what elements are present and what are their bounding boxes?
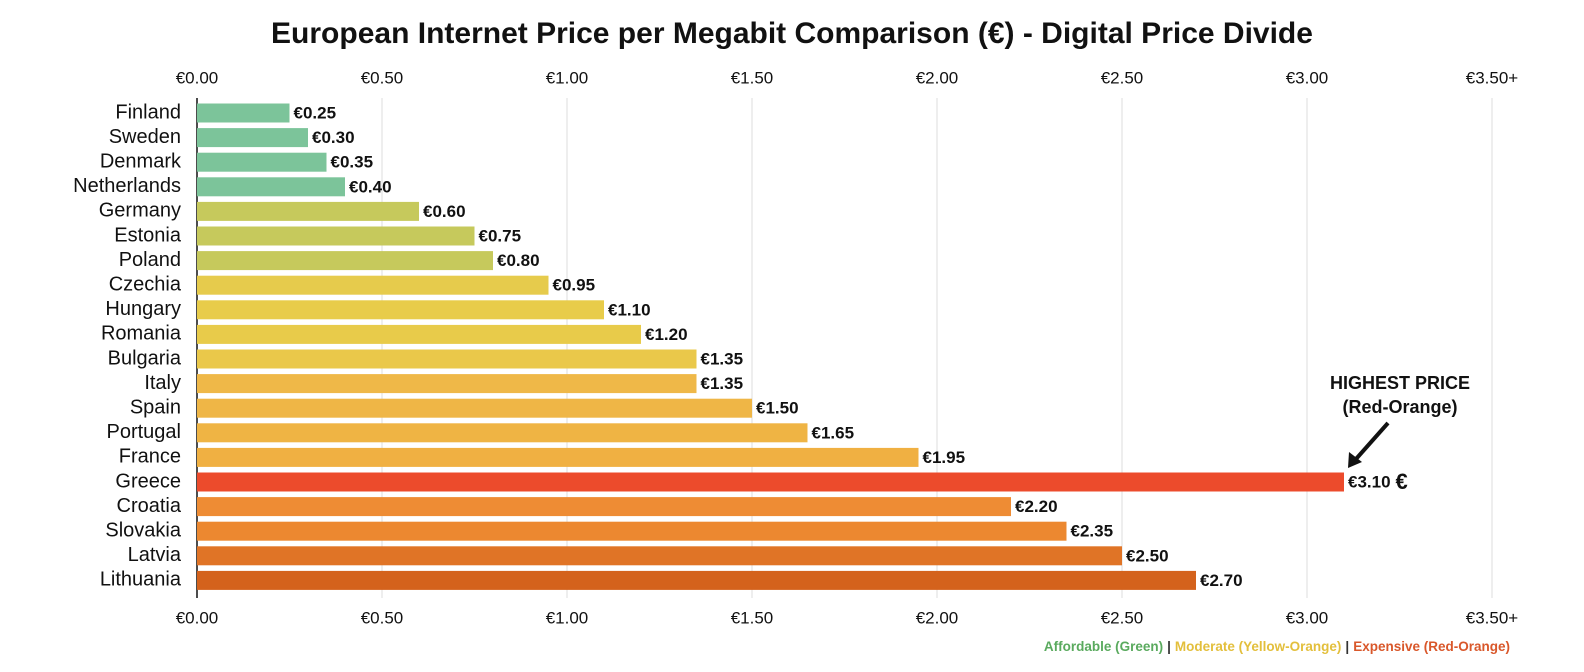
bar xyxy=(197,374,697,394)
y-tick-label: Bulgaria xyxy=(108,347,182,369)
bar xyxy=(197,497,1011,517)
value-label: €1.10 xyxy=(608,300,651,319)
legend-item: Moderate (Yellow-Orange) xyxy=(1175,639,1342,654)
bar xyxy=(197,423,808,443)
x-tick-label-bottom: €0.00 xyxy=(176,608,219,627)
x-tick-label-top: €3.00 xyxy=(1286,68,1329,87)
legend-separator: | xyxy=(1167,639,1171,654)
value-label: €1.65 xyxy=(812,423,855,442)
x-tick-label-top: €2.50 xyxy=(1101,68,1144,87)
legend: Affordable (Green) | Moderate (Yellow-Oran… xyxy=(1044,639,1510,654)
y-tick-label: Italy xyxy=(144,372,181,394)
bar xyxy=(197,349,697,369)
y-tick-label: Portugal xyxy=(107,421,182,443)
bar xyxy=(197,324,641,344)
x-tick-label-bottom: €1.50 xyxy=(731,608,774,627)
y-tick-label: Estonia xyxy=(114,224,182,246)
x-tick-label-top: €0.00 xyxy=(176,68,219,87)
value-label: €0.40 xyxy=(349,177,392,196)
x-tick-label-bottom: €0.50 xyxy=(361,608,404,627)
y-tick-label: Hungary xyxy=(105,298,181,320)
value-label: €1.50 xyxy=(756,399,799,418)
value-label: €1.95 xyxy=(923,448,966,467)
value-label: €0.80 xyxy=(497,251,540,270)
bar xyxy=(197,251,493,271)
value-label: €2.35 xyxy=(1071,522,1114,541)
y-tick-label: Czechia xyxy=(109,273,182,295)
value-label: €2.70 xyxy=(1200,571,1243,590)
value-label: €0.35 xyxy=(331,153,374,172)
y-tick-label: Sweden xyxy=(109,126,181,148)
y-tick-label: Croatia xyxy=(117,495,182,517)
y-tick-label: Netherlands xyxy=(73,175,181,197)
bar xyxy=(197,570,1196,590)
bar xyxy=(197,152,327,172)
y-tick-label: Poland xyxy=(119,249,181,271)
annotation-text: (Red-Orange) xyxy=(1342,397,1457,417)
value-label: €3.10 xyxy=(1348,472,1391,491)
annotation-arrowhead xyxy=(1348,452,1362,468)
bar xyxy=(197,103,290,123)
x-tick-label-top: €1.50 xyxy=(731,68,774,87)
legend-item: Expensive (Red-Orange) xyxy=(1353,639,1510,654)
value-label: €1.35 xyxy=(701,374,744,393)
y-tick-label: Spain xyxy=(130,396,181,418)
y-tick-label: Lithuania xyxy=(100,569,182,591)
y-tick-label: Latvia xyxy=(128,544,182,566)
bar xyxy=(197,226,475,246)
x-tick-label-top: €1.00 xyxy=(546,68,589,87)
annotation-text: HIGHEST PRICE xyxy=(1330,373,1470,393)
bar xyxy=(197,300,604,320)
annotation-arrow xyxy=(1354,421,1390,461)
bar xyxy=(197,447,919,467)
value-label: €1.20 xyxy=(645,325,688,344)
legend-separator: | xyxy=(1345,639,1349,654)
value-label: €0.75 xyxy=(479,226,522,245)
bar xyxy=(197,546,1122,566)
x-tick-label-bottom: €1.00 xyxy=(546,608,589,627)
y-tick-label: Slovakia xyxy=(105,519,181,541)
y-tick-label: Denmark xyxy=(100,150,182,172)
value-label: €2.50 xyxy=(1126,546,1169,565)
value-label: €0.25 xyxy=(294,103,337,122)
y-tick-label: Greece xyxy=(115,470,181,492)
x-tick-label-bottom: €3.50+ xyxy=(1466,608,1519,627)
y-tick-label: France xyxy=(119,446,181,468)
x-tick-label-top: €0.50 xyxy=(361,68,404,87)
value-label: €0.60 xyxy=(423,202,466,221)
x-tick-label-bottom: €3.00 xyxy=(1286,608,1329,627)
chart-title: European Internet Price per Megabit Comp… xyxy=(271,17,1313,50)
bar xyxy=(197,128,308,148)
bar xyxy=(197,472,1344,492)
y-tick-label: Finland xyxy=(115,101,181,123)
x-tick-label-top: €2.00 xyxy=(916,68,959,87)
legend-item: Affordable (Green) xyxy=(1044,639,1163,654)
value-label: €0.95 xyxy=(553,276,596,295)
bar xyxy=(197,521,1067,541)
value-label: €1.35 xyxy=(701,349,744,368)
bar xyxy=(197,177,345,197)
x-tick-label-top: €3.50+ xyxy=(1466,68,1519,87)
bar xyxy=(197,275,549,295)
bar xyxy=(197,201,419,221)
value-label: €0.30 xyxy=(312,128,355,147)
x-tick-label-bottom: €2.00 xyxy=(916,608,959,627)
y-tick-label: Germany xyxy=(99,200,181,222)
y-tick-label: Romania xyxy=(101,323,182,345)
x-tick-label-bottom: €2.50 xyxy=(1101,608,1144,627)
value-label: €2.20 xyxy=(1015,497,1058,516)
bar xyxy=(197,398,752,418)
annotation-marker: € xyxy=(1396,469,1408,494)
